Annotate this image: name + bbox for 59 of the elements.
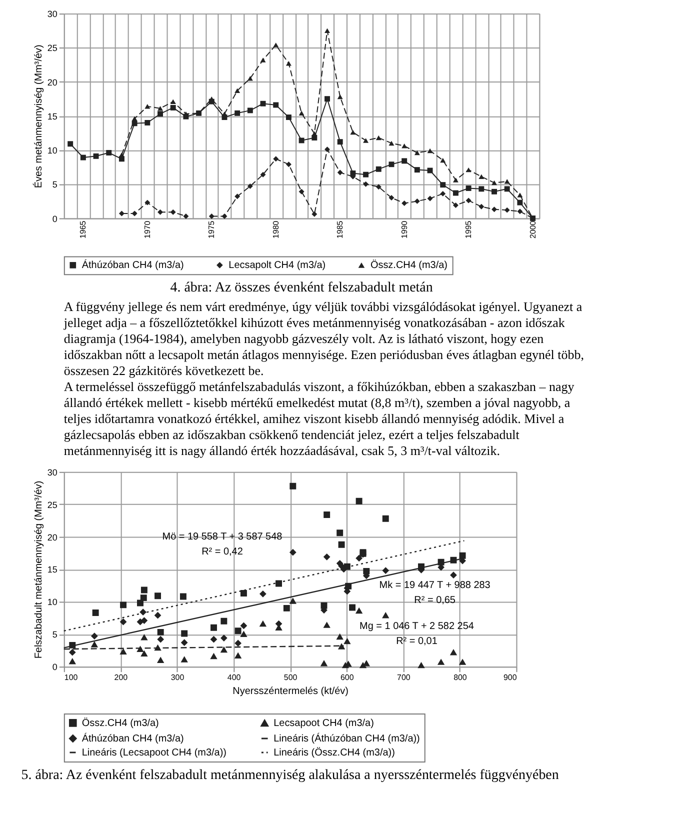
x-tick-label: 300 — [170, 673, 185, 682]
y-tick-label: 10 — [47, 597, 58, 608]
point — [247, 183, 253, 189]
x-axis-title: Nyersszéntermelés (kt/év) — [232, 686, 348, 698]
y-tick-label: 0 — [52, 214, 58, 224]
y-tick-label: 15 — [47, 564, 58, 575]
legend-label: Lecsapoot CH4 (m3/a) — [274, 718, 374, 730]
y-tick-label: 0 — [52, 662, 58, 672]
x-tick-label: 1995 — [464, 220, 474, 238]
point — [298, 188, 304, 194]
point — [402, 144, 408, 148]
y-tick-label: 20 — [47, 532, 58, 542]
y-tick-label: 5 — [52, 180, 58, 190]
y-tick-label: 10 — [47, 146, 58, 156]
x-tick-label: 500 — [284, 673, 298, 682]
y-tick-label: 30 — [47, 467, 58, 478]
x-tick-label: 200 — [114, 673, 128, 682]
y-tick-label: 30 — [47, 9, 58, 20]
text: 5. ábra: Az évenként felszabadult metánmennyiség alakulása a nyersszéntermelés függvényében — [21, 768, 559, 783]
annotation: R² = 0,01 — [396, 636, 438, 647]
legend-label: Áthúzóban CH4 (m3/a) — [82, 732, 184, 744]
annotation: Mg = 1 046 T + 2 582 254 — [360, 621, 474, 632]
point — [158, 106, 163, 111]
y-tick-label: 25 — [47, 500, 58, 510]
x-tick-label: 400 — [227, 673, 242, 682]
x-tick-label: 900 — [503, 673, 518, 682]
annotation: R² = 0,65 — [414, 595, 456, 606]
x-tick-label: 700 — [397, 673, 411, 682]
y-axis-title: Felszabadult metánmennyiség (Mm³/év) — [33, 480, 44, 659]
legend-label: Lineáris (Áthúzóban CH4 (m3/a)) — [274, 732, 420, 744]
point — [183, 213, 189, 219]
legend-label: Áthúzóban CH4 (m3/a) — [82, 259, 184, 272]
legend-label: Össz.CH4 (m3/a) — [370, 259, 448, 272]
y-tick-label: 25 — [47, 43, 58, 54]
x-tick-label: 1970 — [142, 220, 152, 238]
y-tick-label: 15 — [47, 111, 58, 122]
x-tick-label: 100 — [64, 673, 78, 682]
x-tick-label: 600 — [340, 673, 354, 682]
legend-label: Össz.CH4 (m3/a) — [82, 716, 159, 729]
text: 4. ábra: Az összes évenként felszabadult metán — [170, 280, 433, 296]
annotation: Mk = 19 447 T + 988 283 — [379, 580, 491, 592]
x-tick-label: 1965 — [78, 220, 88, 238]
legend-label: Lecsapolt CH4 (m3/a) — [228, 260, 326, 272]
y-tick-label: 5 — [52, 630, 58, 640]
annotation: R² = 0,42 — [202, 546, 244, 558]
y-tick-label: 20 — [47, 77, 58, 88]
point — [260, 172, 266, 178]
annotation: Mö = 19 558 T + 3 587 548 — [162, 531, 283, 542]
x-tick-label: 2000 — [528, 220, 538, 238]
x-tick-label: 800 — [454, 673, 468, 682]
x-tick-label: 1975 — [207, 220, 216, 238]
x-tick-label: 1990 — [400, 220, 409, 238]
text: A függvény jellege és nem várt eredménye, úgy véljük további vizsgálódásokat igényel. Ugyanezt a jelleget adja – a főszellőztetőkkel kihúzott éves metánmennyiség vonatkozásában - azon időszak diagramja (1964-1984), amelyben nagyobb gázveszély volt. Az is látható viszont, hogy ezen időszakban nőtt a lecsapolt metán átlagos mennyisége. Ezen periódusban éves átlagban egynél több, összesen 22 gázkitörés következett be. — [62, 299, 584, 378]
text: A termeléssel összefüggő metánfelszabadulás viszont, a főkihúzókban, ebben a szakaszban – nagy állandó értékek mellett - kisebb mértékű emelkedést mutat (8,8 m³/t), szemben a jóval nagyobb, a teljes időtartamra vonatkozó értékkel, amihez viszont kisebb állandó mennyiség adódik. Mivel a gázlecsapolás ebben az időszakban csökkenő tendenciát jelez, ezért a teljes felszabadult metánmennyiség itt is nagy állandó érték hozzáadásával, csak 5, 3 m³/t-val változik. — [64, 379, 575, 458]
x-tick-label: 1985 — [336, 220, 345, 238]
y-axis-title: Éves metánmennyiség (Mm³/év) — [32, 44, 44, 188]
x-tick-label: 1980 — [271, 220, 280, 238]
legend-label: Lineáris (Lecsapoot CH4 (m3/a)) — [82, 747, 226, 758]
legend-label: Lineáris (Össz.CH4 (m3/a)) — [274, 746, 395, 758]
